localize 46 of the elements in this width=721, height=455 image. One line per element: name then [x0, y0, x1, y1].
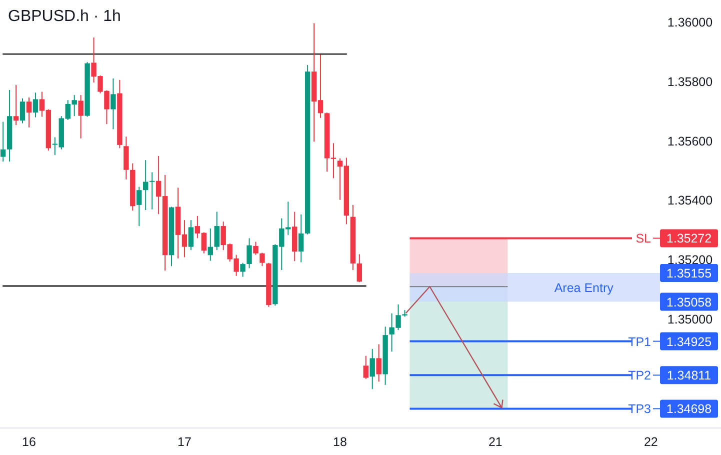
x-tick-label: 22	[644, 435, 658, 449]
band-label: Area Entry	[554, 280, 614, 295]
candlestick	[208, 228, 213, 262]
text: 1.34698	[666, 402, 712, 416]
candlestick	[356, 254, 362, 283]
candlestick	[376, 344, 382, 382]
x-tick-label: 21	[488, 435, 502, 449]
y-tick-label: 1.35600	[667, 134, 713, 148]
y-tick-label: 1.36000	[667, 15, 713, 30]
candlestick	[149, 172, 155, 210]
ref-line-label: TP2	[628, 368, 652, 383]
candlestick	[136, 186, 142, 227]
y-tick-label: 1.35800	[667, 74, 713, 89]
x-tick-label: 18	[333, 435, 347, 449]
y-tick-label: 1.35200	[667, 253, 713, 268]
candlestick	[298, 214, 304, 263]
candlestick	[0, 121, 6, 162]
candlestick	[246, 238, 252, 269]
candlestick	[78, 94, 84, 139]
text: 1.35058	[666, 295, 712, 310]
candlestick	[143, 160, 148, 210]
x-tick-label: 17	[178, 435, 192, 449]
candlestick	[240, 262, 246, 278]
candlestick	[32, 92, 38, 118]
text: 1.34811	[666, 368, 712, 383]
y-tick-label: 1.35400	[667, 194, 713, 208]
candlestick	[214, 211, 220, 251]
candlestick	[260, 252, 265, 267]
ref-line-label: TP3	[628, 402, 652, 416]
candlestick	[110, 78, 116, 130]
candlestick	[124, 136, 129, 180]
text: 1.35272	[666, 232, 712, 246]
text: 1.35155	[666, 266, 712, 280]
x-tick-label: 16	[22, 435, 36, 449]
candlestick	[26, 96, 32, 128]
text: 1.34925	[666, 334, 712, 349]
text: GBPUSD.h · 1h	[8, 8, 121, 25]
candlestick	[188, 220, 194, 251]
candlestick	[370, 348, 375, 390]
y-tick-label: 1.35000	[667, 312, 713, 326]
candlestick	[253, 241, 258, 256]
candlestick	[20, 98, 26, 124]
candlestick	[13, 84, 19, 126]
ref-line-label: SL	[636, 232, 652, 246]
ref-line-label: TP1	[628, 334, 652, 349]
candlestick	[363, 355, 368, 380]
